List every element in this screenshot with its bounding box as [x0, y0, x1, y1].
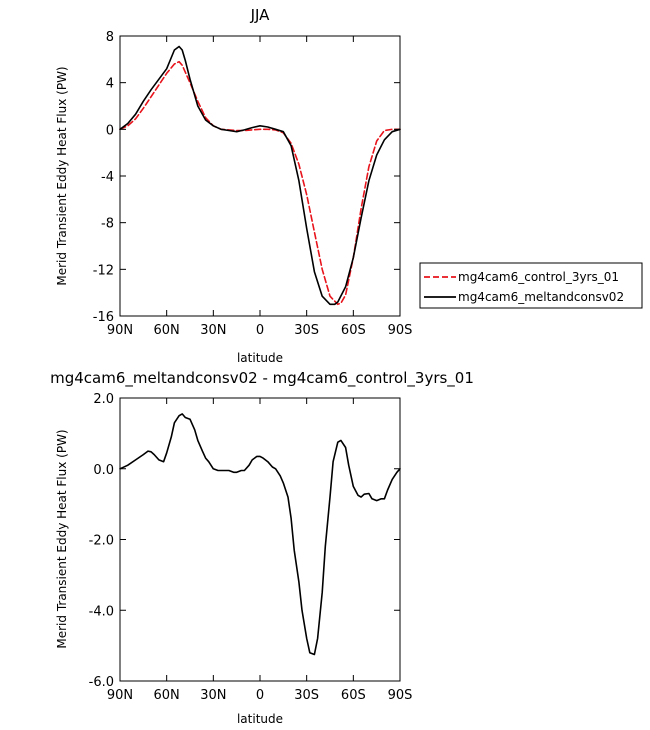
bottom-y-tick-label: -4.0: [89, 604, 114, 619]
top-y-tick-label: -12: [93, 263, 114, 278]
top-y-tick-label: -4: [101, 170, 114, 185]
top-x-tick-label: 90N: [107, 323, 133, 338]
bottom-y-tick-label: 2.0: [93, 392, 114, 407]
top-y-tick-label: -8: [101, 217, 114, 232]
bottom-x-tick-label: 30S: [294, 688, 319, 703]
top-y-axis-label: Merid Transient Eddy Heat Flux (PW): [55, 66, 69, 285]
top-y-tick-label: 8: [106, 30, 114, 45]
bottom-x-tick-label: 90S: [388, 688, 413, 703]
bottom-x-tick-label: 90N: [107, 688, 133, 703]
top-x-tick-label: 90S: [388, 323, 413, 338]
top-x-axis-label: latitude: [237, 351, 283, 365]
bottom-chart-title: mg4cam6_meltandconsv02 - mg4cam6_control…: [50, 369, 474, 388]
top-chart-title: JJA: [250, 6, 271, 24]
bottom-x-tick-label: 60N: [154, 688, 180, 703]
legend-label-control: mg4cam6_control_3yrs_01: [458, 270, 619, 284]
bottom-plot-frame: [119, 397, 401, 682]
top-x-tick-label: 60N: [154, 323, 180, 338]
bottom-y-tick-label: -6.0: [89, 675, 114, 690]
bottom-x-tick-label: 30N: [200, 688, 226, 703]
top-chart-series: [119, 45, 401, 306]
bottom-x-axis: 90N 60N 30N 0 30S 60S 90S: [107, 398, 413, 703]
top-x-tick-label: 30S: [294, 323, 319, 338]
legend-label-melt: mg4cam6_meltandconsv02: [458, 290, 624, 304]
top-chart: JJA 90N 60N 30N 0 30S 60S 90S 8 4 0 -4 -8 -12 -16 la…: [55, 6, 412, 365]
top-x-tick-label: 0: [256, 323, 264, 338]
bottom-x-tick-label: 60S: [341, 688, 366, 703]
top-series-line-0: [119, 60, 401, 306]
bottom-series-line-0: [119, 413, 401, 656]
top-series-line-1: [119, 45, 401, 306]
bottom-chart-series: [119, 413, 401, 656]
top-x-tick-label: 60S: [341, 323, 366, 338]
bottom-x-tick-label: 0: [256, 688, 264, 703]
bottom-y-tick-label: -2.0: [89, 534, 114, 549]
top-x-tick-label: 30N: [200, 323, 226, 338]
top-y-axis: 8 4 0 -4 -8 -12 -16: [93, 30, 400, 325]
top-chart-legend: mg4cam6_control_3yrs_01 mg4cam6_meltandc…: [419, 262, 643, 309]
top-plot-frame: [119, 35, 401, 317]
bottom-y-tick-label: 0.0: [93, 463, 114, 478]
legend-frame: [419, 262, 643, 309]
bottom-y-axis: 2.0 0.0 -2.0 -4.0 -6.0: [89, 392, 400, 690]
top-y-tick-label: -16: [93, 310, 114, 325]
top-y-tick-label: 4: [106, 77, 114, 92]
bottom-chart: mg4cam6_meltandconsv02 - mg4cam6_control…: [50, 369, 474, 726]
bottom-y-axis-label: Merid Transient Eddy Heat Flux (PW): [55, 429, 69, 648]
top-y-tick-label: 0: [106, 123, 114, 138]
top-x-axis: 90N 60N 30N 0 30S 60S 90S: [107, 36, 413, 338]
bottom-x-axis-label: latitude: [237, 712, 283, 726]
